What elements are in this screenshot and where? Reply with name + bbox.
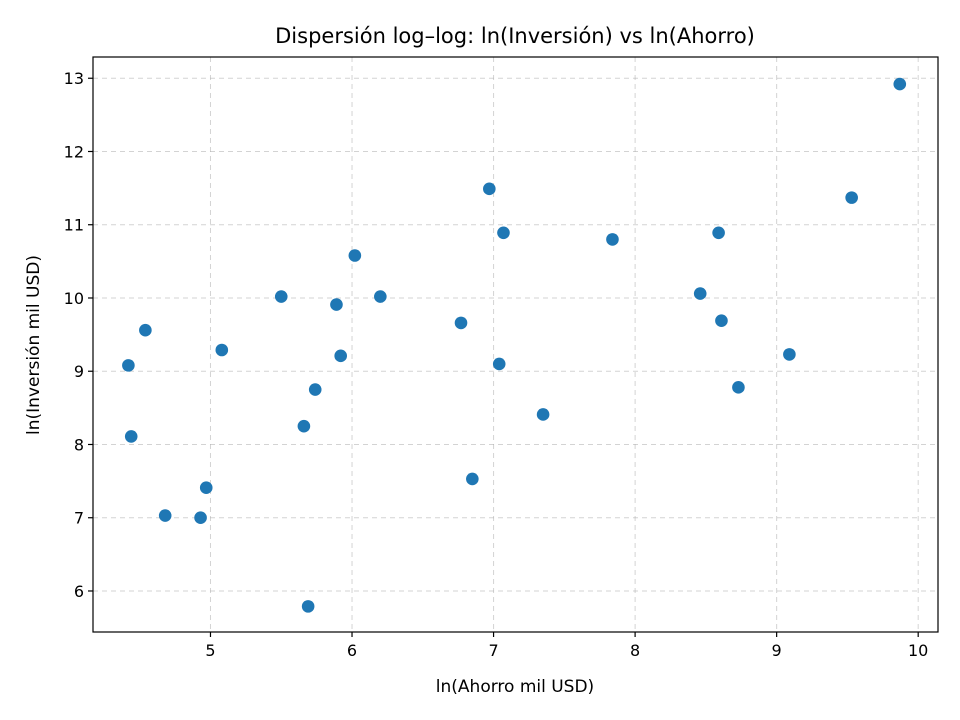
x-tick-label: 6 xyxy=(347,641,357,660)
x-tick-label: 9 xyxy=(772,641,782,660)
scatter-point xyxy=(893,77,907,91)
scatter-point xyxy=(483,182,496,196)
x-tick-label: 5 xyxy=(205,641,215,660)
scatter-point xyxy=(606,233,619,246)
scatter-point xyxy=(845,191,858,204)
y-axis-label: ln(Inversión mil USD) xyxy=(24,255,44,435)
grid xyxy=(93,57,938,632)
scatter-point xyxy=(301,600,315,613)
scatter-point xyxy=(194,511,207,525)
scatter-point xyxy=(348,249,362,262)
scatter-point xyxy=(330,298,343,311)
y-tick-label: 7 xyxy=(74,509,84,528)
scatter-point xyxy=(466,472,479,486)
scatter-point xyxy=(492,357,506,371)
scatter-point xyxy=(199,481,213,495)
data-points xyxy=(122,77,907,613)
x-tick-label: 7 xyxy=(488,641,498,660)
scatter-point xyxy=(374,290,387,303)
y-tick-label: 11 xyxy=(64,216,84,235)
scatter-point xyxy=(122,359,135,372)
scatter-point xyxy=(536,408,550,421)
y-axis-ticks: 6 7 8 9 10 11 12 13 xyxy=(64,69,93,601)
x-tick-label: 10 xyxy=(908,641,928,660)
scatter-point xyxy=(715,314,728,327)
y-tick-label: 8 xyxy=(74,435,84,454)
scatter-point xyxy=(693,287,707,300)
y-tick-label: 9 xyxy=(74,362,84,381)
scatter-point xyxy=(732,381,745,394)
y-tick-label: 13 xyxy=(64,69,84,88)
plot-frame xyxy=(92,56,939,633)
scatter-point xyxy=(308,383,322,396)
scatter-point xyxy=(497,226,510,240)
x-tick-label: 8 xyxy=(630,641,640,660)
scatter-point xyxy=(783,348,796,361)
scatter-point xyxy=(158,509,172,522)
scatter-point xyxy=(297,419,311,433)
chart-title: Dispersión log–log: ln(Inversión) vs ln(… xyxy=(275,24,755,48)
y-tick-label: 12 xyxy=(64,142,84,161)
x-axis-label: ln(Ahorro mil USD) xyxy=(436,677,594,697)
scatter-point xyxy=(712,226,725,240)
scatter-point xyxy=(139,323,152,337)
scatter-point xyxy=(124,430,138,443)
scatter-point xyxy=(454,316,468,330)
scatter-point xyxy=(274,290,288,303)
y-tick-label: 10 xyxy=(64,289,84,308)
y-tick-label: 6 xyxy=(74,582,84,601)
scatter-point xyxy=(334,349,347,363)
x-axis-ticks: 5 6 7 8 9 10 xyxy=(205,632,928,660)
scatter-point xyxy=(215,343,229,357)
